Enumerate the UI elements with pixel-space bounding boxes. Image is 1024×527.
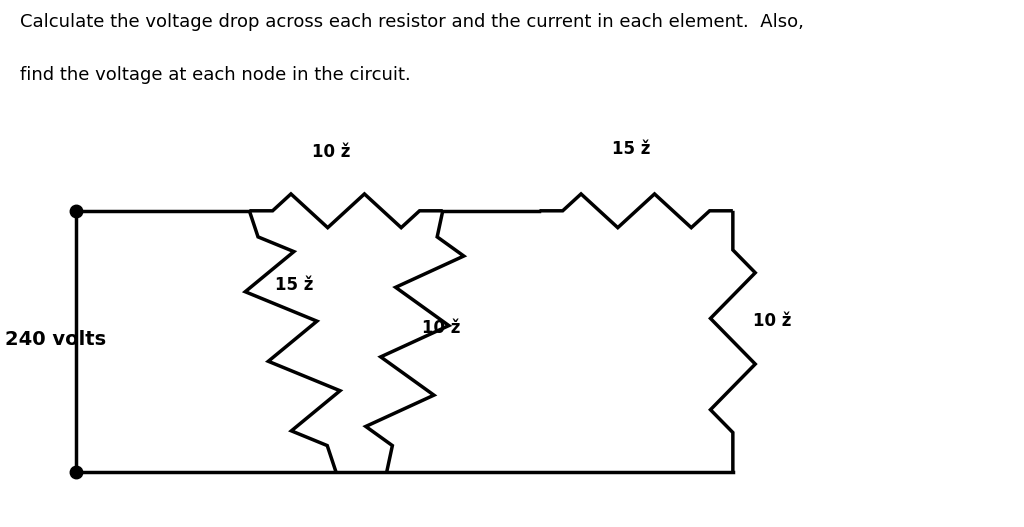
Text: 10 ž: 10 ž [754,313,792,330]
Text: 10 ž: 10 ž [423,319,461,337]
Text: 240 volts: 240 volts [5,330,106,349]
Text: 15 ž: 15 ž [612,140,650,158]
Text: find the voltage at each node in the circuit.: find the voltage at each node in the cir… [20,66,411,84]
Text: 15 ž: 15 ž [274,276,313,294]
Text: 10 ž: 10 ž [311,143,350,161]
Text: Calculate the voltage drop across each resistor and the current in each element.: Calculate the voltage drop across each r… [20,13,804,31]
